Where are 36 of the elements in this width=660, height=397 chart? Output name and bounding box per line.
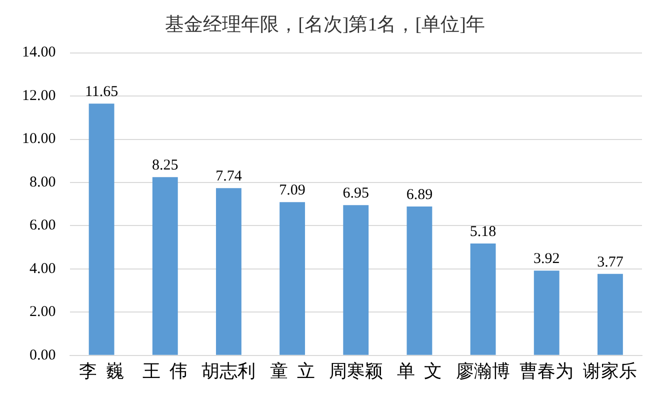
data-label: 3.77 xyxy=(597,254,624,270)
x-tick-label: 廖瀚博 xyxy=(456,360,510,381)
data-label: 5.18 xyxy=(470,224,496,240)
x-tick-label: 周寒颖 xyxy=(328,360,383,381)
chart-title: 基金经理年限，[名次]第1名，[单位]年 xyxy=(165,14,485,36)
y-tick-label: 4.00 xyxy=(30,260,56,277)
x-tick-label: 曹春为 xyxy=(520,360,574,381)
data-label: 7.09 xyxy=(279,182,306,199)
y-tick-label: 6.00 xyxy=(30,218,56,234)
x-tick-label: 谢家乐 xyxy=(583,360,638,381)
data-label: 6.89 xyxy=(406,186,433,203)
bar xyxy=(88,104,114,355)
x-tick-label: 胡志利 xyxy=(202,360,256,381)
data-label: 3.92 xyxy=(534,251,560,268)
y-tick-label: 14.00 xyxy=(22,44,56,61)
data-label: 8.25 xyxy=(152,158,178,174)
bar xyxy=(216,188,242,355)
x-tick-label: 李 巍 xyxy=(79,360,124,381)
x-tick-label: 单 文 xyxy=(396,360,442,381)
data-label: 6.95 xyxy=(342,186,369,202)
bar xyxy=(280,202,306,355)
bar xyxy=(343,205,369,355)
bar xyxy=(597,274,623,355)
data-label: 7.74 xyxy=(216,168,242,185)
bar xyxy=(152,177,178,355)
bar xyxy=(406,206,432,355)
y-tick-label: 0.00 xyxy=(30,347,56,364)
y-tick-label: 12.00 xyxy=(22,88,56,104)
bar xyxy=(534,270,560,355)
bar xyxy=(470,243,496,355)
y-tick-label: 10.00 xyxy=(22,131,56,148)
data-label: 11.65 xyxy=(84,84,118,100)
x-tick-label: 童 立 xyxy=(270,360,315,381)
y-tick-label: 2.00 xyxy=(30,304,56,320)
y-tick-label: 8.00 xyxy=(30,174,56,190)
x-tick-label: 王 伟 xyxy=(142,360,188,381)
